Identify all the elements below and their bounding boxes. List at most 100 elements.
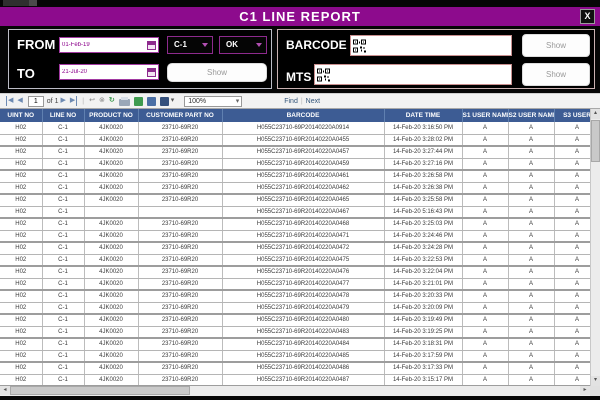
find-link[interactable]: Find bbox=[284, 97, 298, 105]
cell: A bbox=[554, 350, 590, 363]
back-icon[interactable]: ↩ bbox=[89, 97, 95, 104]
cell: C-1 bbox=[42, 278, 85, 291]
cell: A bbox=[554, 230, 590, 243]
stop-icon[interactable]: ⊗ bbox=[98, 97, 105, 104]
line-report-table: UINT NO LINE NO PRODUCT NO CUSTOMER PART NO… bbox=[0, 109, 590, 386]
scroll-left-icon[interactable]: ◂ bbox=[0, 386, 10, 395]
barcode-show-button[interactable]: Show bbox=[522, 34, 590, 57]
table-row[interactable]: H02 C-1 4JK0020 23710-69R20 H055C23710-69R20… bbox=[0, 278, 590, 291]
mts-show-button[interactable]: Show bbox=[522, 63, 590, 86]
table-row[interactable]: H02 C-1 4JK0020 23710-69R20 H055C23710-69R20… bbox=[0, 230, 590, 243]
refresh-icon[interactable]: ↻ bbox=[108, 97, 115, 104]
cell: 23710-69R20 bbox=[138, 134, 223, 147]
table-row[interactable]: H02 C-1 4JK0020 23710-69R20 H055C23710-69R20… bbox=[0, 194, 590, 207]
print-layout-icon[interactable] bbox=[133, 96, 143, 106]
scroll-right-icon[interactable]: ▸ bbox=[580, 386, 590, 395]
table-row[interactable]: H02 C-1 H055C23710-69R20140220A0467 14-Feb-… bbox=[0, 206, 590, 219]
to-date-input[interactable] bbox=[62, 66, 144, 78]
print-icon[interactable] bbox=[118, 96, 130, 106]
barcode-input[interactable] bbox=[369, 38, 509, 53]
cell bbox=[84, 206, 139, 219]
cell: A bbox=[554, 134, 590, 147]
table-row[interactable]: H02 C-1 4JK0020 23710-69R20 H055C23710-69R20… bbox=[0, 338, 590, 351]
cell: A bbox=[508, 254, 555, 267]
page-number-input[interactable] bbox=[27, 95, 44, 107]
table-row[interactable]: H02 C-1 4JK0020 23710-69R20 H055C23710-69R20… bbox=[0, 326, 590, 339]
line-select[interactable]: C-1 bbox=[167, 36, 213, 54]
zoom-select[interactable]: 100% ▾ bbox=[184, 95, 243, 107]
cell: 23710-69R20 bbox=[138, 242, 223, 255]
table-row[interactable]: H02 C-1 4JK0020 23710-69R20 H055C23710-69R20… bbox=[0, 182, 590, 195]
table-row[interactable]: H02 C-1 4JK0020 23710-69R20 H055C23710-69R20… bbox=[0, 242, 590, 255]
qr-code-icon bbox=[353, 39, 366, 53]
close-button[interactable]: X bbox=[580, 9, 595, 24]
vertical-scroll-thumb[interactable] bbox=[591, 120, 600, 162]
next-page-icon[interactable]: ▶ bbox=[60, 97, 66, 104]
cell: A bbox=[554, 218, 590, 231]
barcode-field[interactable] bbox=[350, 35, 512, 56]
calendar-icon[interactable] bbox=[147, 68, 156, 77]
cell: H055C23710-69R20140220A0484 bbox=[222, 338, 385, 351]
next-link[interactable]: Next bbox=[305, 97, 321, 105]
title-bar: C1 LINE REPORT X bbox=[0, 7, 600, 26]
cell: A bbox=[508, 170, 555, 183]
mts-input[interactable] bbox=[333, 67, 509, 82]
cell: C-1 bbox=[42, 158, 85, 171]
cell: A bbox=[462, 122, 509, 135]
table-row[interactable]: H02 C-1 4JK0020 23710-69R20 H055C23710-69R20… bbox=[0, 290, 590, 303]
cell: C-1 bbox=[42, 134, 85, 147]
cell: A bbox=[554, 326, 590, 339]
table-row[interactable]: H02 C-1 4JK0020 23710-69R20 H055C23710-69R20… bbox=[0, 254, 590, 267]
table-row[interactable]: H02 C-1 4JK0020 23710-69R20 H055C23710-69R20… bbox=[0, 266, 590, 279]
cell: C-1 bbox=[42, 314, 85, 327]
table-row[interactable]: H02 C-1 4JK0020 23710-69R20 H055C23710-69R20… bbox=[0, 362, 590, 375]
from-date-input[interactable] bbox=[62, 39, 144, 51]
cell: H055C23710-69R20140220A0471 bbox=[222, 230, 385, 243]
table-row[interactable]: H02 C-1 4JK0020 23710-69R20 H055C23710-69R20… bbox=[0, 170, 590, 183]
cell: 4JK0020 bbox=[84, 254, 139, 267]
cell: 23710-69R20 bbox=[138, 362, 223, 375]
export-caret-icon[interactable]: ▾ bbox=[170, 97, 175, 104]
table-row[interactable]: H02 C-1 4JK0020 23710-69R20 H055C23710-69R20… bbox=[0, 374, 590, 386]
table-row[interactable]: H02 C-1 4JK0020 23710-69R20 H055C23710-69R20… bbox=[0, 218, 590, 231]
table-row[interactable]: H02 C-1 4JK0020 23710-69R20 H055C23710-69R20… bbox=[0, 350, 590, 363]
column-header: BARCODE bbox=[222, 109, 385, 122]
cell: H02 bbox=[0, 134, 43, 147]
table-row[interactable]: H02 C-1 4JK0020 23710-69R20 H055C23710-69R20… bbox=[0, 158, 590, 171]
prev-page-icon[interactable]: ◀ bbox=[17, 97, 23, 104]
cell: A bbox=[462, 146, 509, 159]
to-label: TO bbox=[17, 66, 35, 81]
cell: 14-Feb-20 3:19:49 PM bbox=[384, 314, 463, 327]
table-row[interactable]: H02 C-1 4JK0020 23710-69R20 H055C23710-69P20… bbox=[0, 122, 590, 135]
status-select[interactable]: OK bbox=[219, 36, 267, 54]
cell: A bbox=[508, 230, 555, 243]
vertical-scrollbar[interactable]: ▴ ▾ bbox=[590, 109, 600, 386]
zoom-caret-icon: ▾ bbox=[235, 97, 240, 105]
to-date-picker[interactable] bbox=[59, 64, 159, 80]
table-row[interactable]: H02 C-1 4JK0020 23710-69R20 H055C23710-69R20… bbox=[0, 314, 590, 327]
cell: H02 bbox=[0, 146, 43, 159]
cell: 14-Feb-20 3:25:58 PM bbox=[384, 194, 463, 207]
calendar-icon[interactable] bbox=[147, 41, 156, 50]
mts-field[interactable] bbox=[314, 64, 512, 85]
export-icon[interactable] bbox=[159, 96, 169, 106]
horizontal-scrollbar[interactable]: ◂ ▸ bbox=[0, 386, 590, 396]
table-row[interactable]: H02 C-1 4JK0020 23710-69R20 H055C23710-69R20… bbox=[0, 302, 590, 315]
show-button[interactable]: Show bbox=[167, 63, 267, 82]
cell: 4JK0020 bbox=[84, 266, 139, 279]
column-header: PRODUCT NO bbox=[84, 109, 139, 122]
cell: C-1 bbox=[42, 194, 85, 207]
cell: H02 bbox=[0, 122, 43, 135]
from-date-picker[interactable] bbox=[59, 37, 159, 53]
horizontal-scroll-thumb[interactable] bbox=[10, 386, 190, 395]
cell: A bbox=[462, 266, 509, 279]
table-row[interactable]: H02 C-1 4JK0020 23710-69R20 H055C23710-69R20… bbox=[0, 146, 590, 159]
last-page-icon[interactable]: ▶ bbox=[69, 96, 78, 106]
table-row[interactable]: H02 C-1 4JK0020 23710-69R20 H055C23710-69R20… bbox=[0, 134, 590, 147]
first-page-icon[interactable]: ◀ bbox=[6, 96, 14, 106]
scroll-down-icon[interactable]: ▾ bbox=[591, 376, 600, 386]
cell: A bbox=[508, 242, 555, 255]
scroll-up-icon[interactable]: ▴ bbox=[591, 109, 600, 119]
page-setup-icon[interactable] bbox=[146, 96, 156, 106]
